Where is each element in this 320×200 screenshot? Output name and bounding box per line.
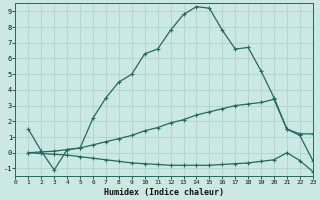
X-axis label: Humidex (Indice chaleur): Humidex (Indice chaleur) xyxy=(104,188,224,197)
